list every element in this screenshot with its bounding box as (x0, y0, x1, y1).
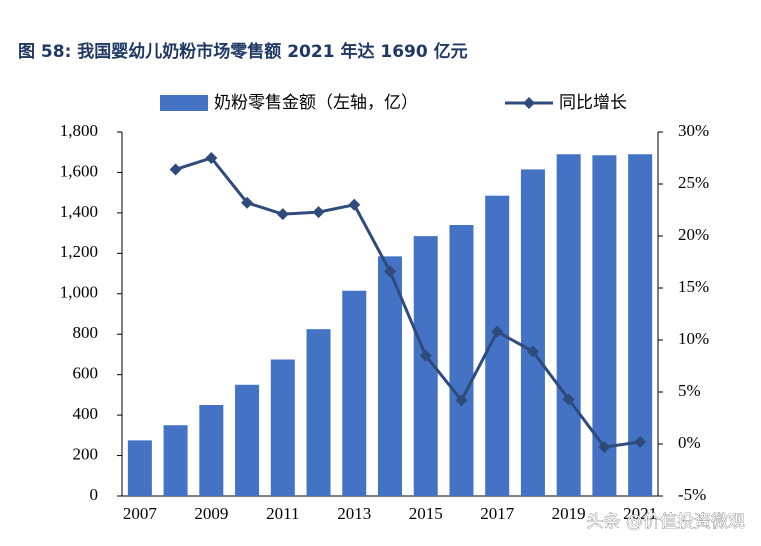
y2-tick-label: 20% (678, 225, 709, 244)
y2-tick-label: -5% (678, 485, 706, 504)
marker (205, 152, 218, 164)
marker (491, 325, 504, 338)
y-tick-label: 600 (73, 364, 99, 383)
y-tick-label: 0 (90, 485, 99, 504)
legend-swatch (160, 95, 208, 111)
y2-tick-label: 5% (678, 381, 701, 400)
x-tick-label: 2011 (266, 504, 299, 523)
bar (556, 154, 581, 496)
y2-tick-label: 15% (678, 277, 709, 296)
chart-title: 图 58: 我国婴幼儿奶粉市场零售额 2021 年达 1690 亿元 (18, 41, 468, 62)
x-tick-label: 2015 (409, 504, 443, 523)
marker (169, 163, 182, 176)
bar (127, 440, 152, 496)
legend-marker (523, 97, 535, 109)
y2-tick-label: 25% (678, 173, 709, 192)
x-tick-label: 2009 (194, 504, 228, 523)
marker (634, 435, 647, 448)
marker (241, 196, 254, 209)
marker (455, 394, 468, 407)
y2-tick-label: 0% (678, 433, 701, 452)
x-tick-label: 2017 (480, 504, 515, 523)
y-tick-label: 200 (73, 444, 99, 463)
marker (562, 393, 575, 406)
bar (378, 256, 402, 496)
bar (270, 359, 295, 496)
bar (520, 169, 545, 496)
bar (199, 405, 224, 496)
y-tick-label: 400 (73, 404, 99, 423)
x-tick-label: 2013 (337, 504, 371, 523)
y2-tick-label: 30% (678, 121, 709, 140)
marker (384, 265, 396, 278)
bar (449, 225, 474, 496)
marker (276, 208, 289, 221)
bar (235, 384, 260, 496)
line (175, 156, 641, 449)
bar (306, 329, 331, 496)
y-tick-label: 1,600 (60, 161, 98, 180)
y-tick-label: 1,400 (60, 202, 98, 221)
marker (598, 441, 611, 454)
marker (348, 198, 361, 211)
watermark: 头条 @价值投资微观 (587, 512, 745, 532)
x-tick-label: 2007 (123, 504, 158, 523)
y2-tick-label: 10% (678, 329, 709, 348)
y-tick-label: 800 (73, 323, 99, 342)
bar (342, 290, 367, 496)
legend-label: 同比增长 (559, 93, 627, 113)
x-tick-label: 2019 (552, 504, 586, 523)
y-tick-label: 1,200 (60, 242, 98, 261)
bar (592, 155, 617, 496)
marker (312, 206, 325, 219)
marker (526, 345, 539, 358)
y-tick-label: 1,800 (60, 121, 98, 140)
marker (419, 349, 432, 362)
legend-label: 奶粉零售金额（左轴，亿） (214, 93, 418, 113)
x-tick-label: 2021 (623, 504, 657, 523)
y-tick-label: 1,000 (60, 283, 98, 302)
bar (163, 425, 188, 496)
